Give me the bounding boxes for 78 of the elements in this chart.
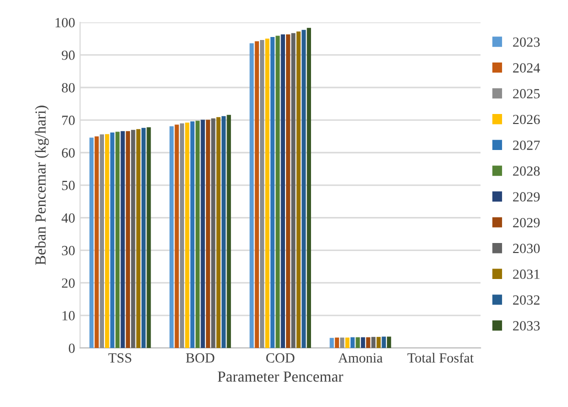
y-tick-label: 70 <box>62 116 75 126</box>
y-tick-label: 40 <box>62 213 75 223</box>
legend-label: 2030 <box>513 244 540 254</box>
bar <box>196 120 200 348</box>
bar <box>170 126 174 348</box>
y-tick-label: 30 <box>62 246 75 256</box>
bar <box>89 138 94 348</box>
bar <box>366 337 370 348</box>
bar <box>382 336 386 348</box>
bar <box>131 130 136 348</box>
bar <box>350 337 355 348</box>
bar <box>340 338 344 348</box>
bar <box>94 136 99 348</box>
bar <box>386 336 392 348</box>
legend-label: 2023 <box>513 37 540 47</box>
bar <box>174 124 179 348</box>
bar <box>105 134 110 348</box>
bar <box>360 337 366 348</box>
legend-label: 2029 <box>513 192 540 202</box>
bar <box>296 32 301 348</box>
bar <box>270 37 275 348</box>
bar <box>100 134 104 348</box>
legend-label: 2024 <box>513 63 540 73</box>
x-tick-label: COD <box>266 353 294 363</box>
legend-label: 2028 <box>513 166 540 176</box>
bar <box>302 30 306 348</box>
bar <box>280 34 285 348</box>
bar <box>286 34 290 348</box>
bar <box>180 123 184 348</box>
x-tick-label: TSS <box>108 353 132 363</box>
bar <box>356 337 360 348</box>
bar <box>226 114 231 348</box>
bar <box>211 118 216 348</box>
bar <box>206 120 210 348</box>
y-tick-label: 60 <box>62 148 75 158</box>
y-tick-label: 10 <box>62 311 75 320</box>
bar <box>291 33 296 348</box>
bar <box>345 338 350 348</box>
bar <box>334 338 340 348</box>
bar <box>141 128 146 348</box>
bar <box>260 40 264 348</box>
bar <box>126 131 130 348</box>
y-tick-label: 50 <box>62 180 75 190</box>
x-tick-label: BOD <box>186 353 214 363</box>
y-tick-label: 20 <box>62 278 75 288</box>
legend-label: 2029 <box>513 218 540 228</box>
legend-label: 2025 <box>513 89 540 98</box>
bar <box>371 336 376 348</box>
y-tick-label: 0 <box>68 344 75 353</box>
y-tick-label: 100 <box>56 18 75 28</box>
bar <box>306 28 312 348</box>
bar <box>146 127 151 348</box>
bar <box>376 336 381 348</box>
bar <box>222 116 226 348</box>
y-axis-title: Beban Pencemar (kg/hari) <box>34 106 49 265</box>
bar <box>136 129 140 348</box>
bar <box>330 338 334 348</box>
bar <box>265 38 270 348</box>
x-tick-label: Total Fosfat <box>407 352 474 363</box>
legend-label: 2027 <box>513 140 540 150</box>
bar <box>250 43 254 348</box>
bar <box>185 122 190 348</box>
bar <box>276 36 280 348</box>
bar <box>200 120 205 348</box>
x-tick-label: Amonia <box>338 353 383 363</box>
bar <box>254 41 259 348</box>
bar <box>216 117 221 348</box>
legend-label: 2026 <box>513 114 540 124</box>
bar <box>190 121 194 348</box>
bar <box>115 132 120 348</box>
bar <box>110 132 114 348</box>
x-axis-title: Parameter Pencemar <box>218 372 344 382</box>
bar <box>120 131 125 348</box>
legend-label: 2033 <box>513 321 540 331</box>
y-tick-label: 80 <box>62 83 75 92</box>
legend-label: 2031 <box>513 270 540 279</box>
legend-label: 2032 <box>513 295 540 305</box>
y-tick-label: 90 <box>62 50 75 60</box>
